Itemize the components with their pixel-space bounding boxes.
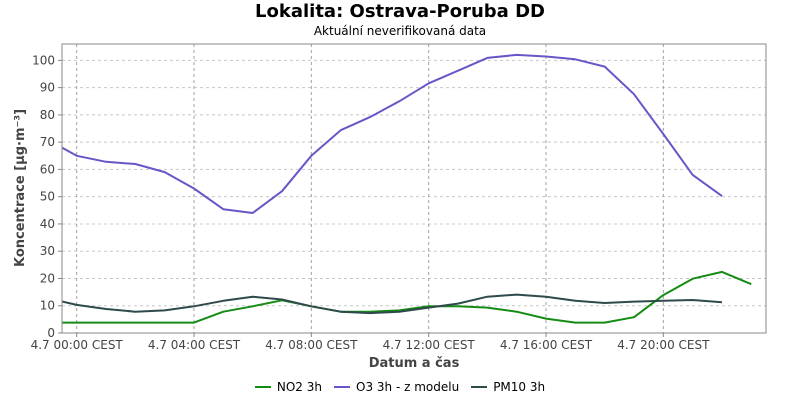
series-line <box>62 53 723 214</box>
x-tick-label: 4.7 00:00 CEST <box>31 338 124 352</box>
x-tick-label: 4.7 08:00 CEST <box>265 338 358 352</box>
y-tick-label: 20 <box>40 271 55 285</box>
y-axis-ticks: 0 10 20 30 40 50 60 70 80 90 100 <box>32 53 62 340</box>
chart-title: Lokalita: Ostrava-Poruba DD <box>255 1 545 22</box>
legend-swatch <box>254 386 271 388</box>
chart-subtitle: Aktuální neverifikovaná data <box>313 24 487 38</box>
legend-swatch <box>334 386 350 388</box>
series-line <box>62 270 752 324</box>
x-axis-ticks: 4.7 00:00 CEST 4.7 04:00 CEST 4.7 08:00 CE… <box>31 333 710 352</box>
legend-label: PM10 3h <box>493 380 546 394</box>
y-tick-label: 100 <box>32 53 55 67</box>
y-tick-label: 90 <box>40 81 55 95</box>
legend-swatch <box>471 386 488 388</box>
grid-lines <box>62 44 766 333</box>
y-tick-label: 30 <box>40 244 55 258</box>
x-tick-label: 4.7 12:00 CEST <box>383 338 476 352</box>
legend-label: O3 3h - z modelu <box>356 380 460 394</box>
y-tick-label: 40 <box>40 217 55 231</box>
x-tick-label: 4.7 20:00 CEST <box>617 338 710 352</box>
y-tick-label: 10 <box>40 299 55 313</box>
x-axis-label: Datum a čas <box>369 356 460 371</box>
chart-legend: NO2 3h O3 3h - z modelu PM10 3h <box>0 380 800 394</box>
legend-label: NO2 3h <box>276 380 322 394</box>
y-axis-label: Koncentrace [µg·m⁻³] <box>13 109 28 267</box>
x-tick-label: 4.7 04:00 CEST <box>148 338 241 352</box>
y-tick-label: 0 <box>47 326 55 340</box>
x-tick-label: 4.7 16:00 CEST <box>500 338 593 352</box>
y-tick-label: 80 <box>40 108 55 122</box>
legend-item: PM10 3h <box>471 380 545 394</box>
y-tick-label: 60 <box>40 162 55 176</box>
legend-item: NO2 3h <box>254 380 322 394</box>
y-tick-label: 50 <box>40 190 55 204</box>
plot-area-frame <box>61 43 767 334</box>
legend-item: O3 3h - z modelu <box>334 380 459 394</box>
series-line <box>62 293 723 315</box>
y-tick-label: 70 <box>40 135 55 149</box>
series-lines <box>62 53 752 324</box>
